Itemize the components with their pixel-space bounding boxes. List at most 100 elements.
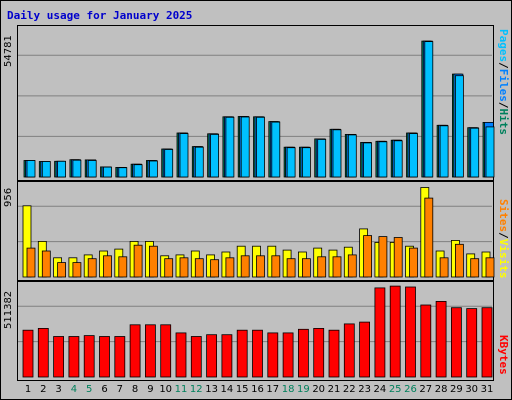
kbytes-bar [53, 336, 64, 378]
legend-separator: / [497, 101, 510, 109]
sites-bar [286, 258, 296, 278]
day-tick-label: 17 [266, 384, 280, 395]
sites-bar [57, 262, 66, 278]
pages-bar [301, 147, 311, 178]
kbytes-bar [267, 332, 279, 378]
legend-kbytes: KBytes [497, 335, 510, 375]
day-tick-label: 21 [327, 384, 341, 395]
kbytes-bar [114, 336, 126, 378]
kbytes-bar [328, 329, 340, 378]
sites-bar [148, 245, 158, 278]
sites-bar [301, 258, 311, 278]
kbytes-bar [68, 336, 80, 378]
sites-bar [409, 247, 418, 278]
kbytes-bar [144, 324, 156, 378]
kbytes-bar [435, 300, 447, 378]
sites-bar [72, 262, 82, 278]
sites-bar [194, 258, 204, 278]
day-tick-label: 30 [465, 384, 479, 395]
day-tick-label: 1 [24, 384, 32, 395]
day-tick-label: 12 [189, 384, 203, 395]
legend-separator: / [497, 232, 510, 239]
legend-files: Files [497, 68, 510, 102]
sites-bar [271, 255, 281, 278]
pages-bar [378, 141, 388, 178]
day-tick-label: 2 [40, 384, 47, 395]
pages-bar [454, 75, 464, 178]
pages-bar [41, 161, 51, 178]
pages-bar [424, 41, 434, 178]
pages-bar [485, 126, 495, 178]
kbytes-bar [221, 334, 233, 378]
day-tick-label: 9 [147, 384, 154, 395]
day-tick-label: 20 [312, 384, 326, 395]
hits-legend: Pages/Files/Hits [496, 29, 510, 135]
sites-bar [133, 244, 143, 278]
day-tick-label: 29 [450, 384, 463, 395]
kbytes-bar [175, 332, 187, 378]
day-tick-label: 4 [70, 384, 78, 395]
sites-bar [424, 197, 434, 278]
legend-pages: Pages [497, 29, 510, 63]
kbytes-legend: KBytes [496, 335, 510, 375]
sites-bar [393, 237, 403, 278]
sites-bar [118, 256, 128, 278]
kbytes-bar [160, 324, 172, 378]
day-tick-label: 10 [159, 384, 173, 395]
kbytes-bar [37, 327, 49, 378]
sites-bar [256, 255, 265, 278]
pages-bar [118, 167, 128, 178]
sites-bar [332, 256, 342, 278]
day-tick-label: 14 [220, 384, 234, 395]
sites-bar [210, 259, 220, 278]
pages-bar [271, 121, 281, 178]
kbytes-bar [252, 329, 263, 378]
kbytes-bar [405, 286, 416, 378]
day-tick-label: 11 [174, 384, 188, 395]
kbytes-bar [466, 308, 478, 378]
kbytes-bar [420, 304, 432, 378]
day-tick-label: 31 [480, 384, 494, 395]
day-tick-label: 24 [373, 384, 387, 395]
kbytes-bar [343, 323, 355, 378]
kbytes-bar [481, 307, 493, 378]
kbytes-bar [389, 285, 401, 378]
pages-bar [409, 133, 418, 178]
pages-bar [164, 149, 174, 178]
legend-hits: Hits [497, 108, 510, 136]
day-tick-label: 27 [419, 384, 433, 395]
chart-title: Daily usage for January 2025 [7, 9, 193, 22]
day-tick-label: 28 [434, 384, 448, 395]
day-tick-label: 25 [388, 384, 402, 395]
day-tick-label: 15 [235, 384, 249, 395]
pages-bar [317, 138, 327, 178]
kbytes-bar [374, 287, 386, 378]
pages-bar [72, 159, 82, 178]
pages-bar [194, 146, 204, 178]
pages-bar [347, 134, 357, 178]
kbytes-bar [297, 328, 309, 378]
day-tick-label: 6 [101, 384, 108, 395]
kbytes-bar [129, 324, 141, 378]
legend-separator: / [497, 62, 510, 69]
pages-bar [363, 142, 373, 178]
day-tick-label: 23 [358, 384, 371, 395]
pages-bar [256, 116, 265, 178]
kbytes-bar [313, 327, 325, 378]
sites-bar [26, 247, 36, 278]
legend-visits: Visits [497, 238, 510, 279]
sites-bar [470, 258, 480, 278]
pages-bar [286, 147, 296, 178]
day-tick-label: 7 [116, 384, 123, 395]
day-tick-label: 19 [297, 384, 310, 395]
sites-bar [179, 257, 189, 278]
day-tick-label: 16 [251, 384, 264, 395]
day-tick-label: 18 [281, 384, 295, 395]
sites-bar [225, 257, 235, 278]
day-tick-label: 22 [342, 384, 356, 395]
sites-bar [87, 258, 97, 278]
sites-bar [454, 243, 464, 278]
day-tick-label: 13 [205, 384, 218, 395]
kbytes-bar [359, 321, 371, 378]
